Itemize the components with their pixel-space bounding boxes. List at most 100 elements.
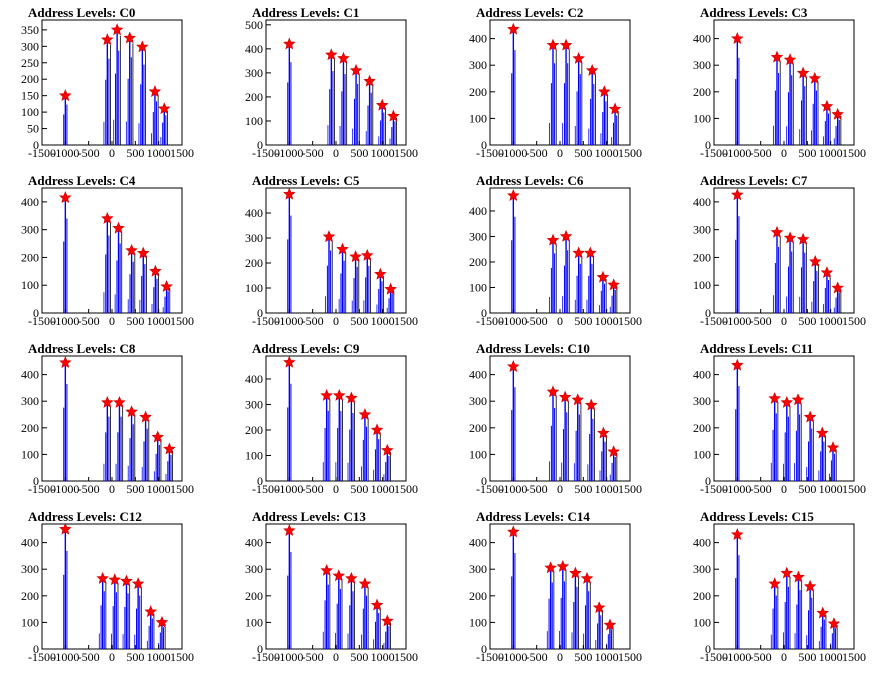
histogram-panel-5: Address Levels: C5 0 100 200 300 400 -1500-100… (245, 173, 418, 328)
y-tick-label: 400 (469, 536, 487, 550)
x-tick-label: -500 (750, 146, 772, 160)
x-tick-label: 1000 (819, 650, 843, 664)
x-tick-label: 1500 (842, 482, 866, 496)
peak-marker-star-icon (139, 410, 152, 423)
x-tick-label: 1000 (595, 650, 619, 664)
peak-marker-star-icon (584, 246, 597, 259)
peak-marker-star-icon (158, 102, 171, 115)
x-tick-label: -500 (78, 482, 100, 496)
y-tick-label: 300 (469, 229, 487, 243)
x-tick-label: -1000 (723, 314, 751, 328)
peak-marker-star-icon (507, 525, 520, 538)
histogram-panel-14: Address Levels: C14 0 100 200 300 400 -1500-10… (469, 509, 642, 664)
x-tick-label: -1000 (499, 650, 527, 664)
peak-marker-star-icon (827, 617, 841, 630)
peak-marker-star-icon (381, 443, 394, 456)
peak-marker-star-icon (358, 577, 372, 590)
peak-marker-star-icon (546, 38, 560, 51)
histogram-panel-11: Address Levels: C11 0 100 200 300 400 -1500-10… (693, 341, 866, 496)
y-tick-label: 0 (257, 138, 263, 152)
y-tick-label: 150 (21, 89, 39, 103)
x-tick-label: -1500 (476, 146, 504, 160)
histogram-panel-9: Address Levels: C9 0 100 200 300 400 -1500-100… (245, 341, 418, 496)
peak-marker-star-icon (826, 441, 840, 454)
y-tick-label: 0 (481, 642, 487, 656)
y-tick-label: 100 (245, 448, 263, 462)
peak-marker-star-icon (572, 246, 585, 259)
histogram-panel-3: Address Levels: C3 0 100 200 300 400 -1500-100… (693, 5, 866, 160)
y-tick-label: 300 (693, 394, 711, 408)
x-tick-label: 0 (781, 650, 787, 664)
chart-title: Address Levels: C12 (28, 509, 142, 524)
peak-marker-star-icon (136, 40, 149, 53)
x-tick-label: 1500 (170, 314, 194, 328)
peak-marker-star-icon (559, 229, 573, 242)
peak-marker-star-icon (320, 388, 333, 401)
y-tick-label: 0 (705, 138, 711, 152)
histogram-panel-8: Address Levels: C8 0 100 200 300 400 -1500-100… (21, 341, 194, 496)
x-tick-label: 500 (574, 482, 592, 496)
x-tick-label: 500 (574, 146, 592, 160)
y-tick-label: 400 (693, 536, 711, 550)
x-tick-label: 1500 (394, 482, 418, 496)
x-tick-label: 0 (333, 314, 339, 328)
y-tick-label: 0 (481, 474, 487, 488)
y-tick-label: 100 (245, 114, 263, 128)
peak-marker-star-icon (768, 391, 781, 404)
peak-marker-star-icon (325, 48, 338, 61)
y-tick-label: 400 (245, 536, 263, 550)
x-tick-label: -500 (526, 482, 548, 496)
peak-marker-star-icon (796, 232, 810, 245)
y-tick-label: 100 (21, 278, 39, 292)
y-tick-label: 100 (21, 105, 39, 119)
y-tick-label: 0 (705, 642, 711, 656)
x-tick-label: -1000 (275, 482, 303, 496)
plot-frame (265, 187, 407, 314)
x-tick-label: -1500 (252, 650, 280, 664)
peak-marker-star-icon (361, 248, 374, 261)
peak-marker-star-icon (112, 221, 125, 234)
chart-title: Address Levels: C10 (476, 341, 590, 356)
x-tick-label: -500 (78, 146, 100, 160)
x-tick-label: 500 (350, 146, 368, 160)
histogram-panel-6: Address Levels: C6 0 100 200 300 400 -1500-100… (469, 173, 642, 328)
y-tick-label: 300 (21, 394, 39, 408)
peak-marker-star-icon (59, 89, 72, 101)
x-tick-label: 1500 (170, 650, 194, 664)
y-tick-label: 200 (245, 256, 263, 270)
x-tick-label: 0 (557, 482, 563, 496)
peak-marker-star-icon (384, 282, 397, 295)
y-tick-label: 400 (245, 42, 263, 56)
chart-title: Address Levels: C13 (252, 509, 366, 524)
x-tick-label: -1500 (252, 482, 280, 496)
peak-marker-star-icon (283, 37, 296, 50)
histogram-panel-13: Address Levels: C13 0 100 200 300 400 -1500-10… (245, 509, 418, 664)
peak-marker-star-icon (603, 618, 617, 631)
peak-marker-star-icon (337, 51, 350, 64)
plot-frame (713, 523, 855, 650)
x-tick-label: 1000 (147, 146, 171, 160)
peak-marker-star-icon (125, 405, 138, 418)
x-tick-label: -1500 (28, 482, 56, 496)
x-tick-label: -500 (750, 482, 772, 496)
y-tick-label: 0 (481, 138, 487, 152)
y-tick-label: 100 (469, 111, 487, 125)
peak-marker-star-icon (792, 570, 805, 583)
y-tick-label: 400 (245, 372, 263, 386)
x-tick-label: -1000 (51, 146, 79, 160)
chart-title: Address Levels: C3 (700, 5, 808, 20)
peak-marker-star-icon (731, 188, 744, 201)
plot-frame (265, 523, 407, 650)
x-tick-label: 0 (109, 650, 115, 664)
y-tick-label: 400 (469, 368, 487, 382)
peak-marker-star-icon (336, 242, 349, 255)
x-tick-label: 1500 (394, 650, 418, 664)
x-tick-label: -500 (302, 650, 324, 664)
x-tick-label: 1500 (618, 482, 642, 496)
y-tick-label: 400 (693, 195, 711, 209)
x-tick-label: 500 (798, 314, 816, 328)
peak-marker-star-icon (375, 98, 389, 111)
x-tick-label: 1000 (595, 314, 619, 328)
